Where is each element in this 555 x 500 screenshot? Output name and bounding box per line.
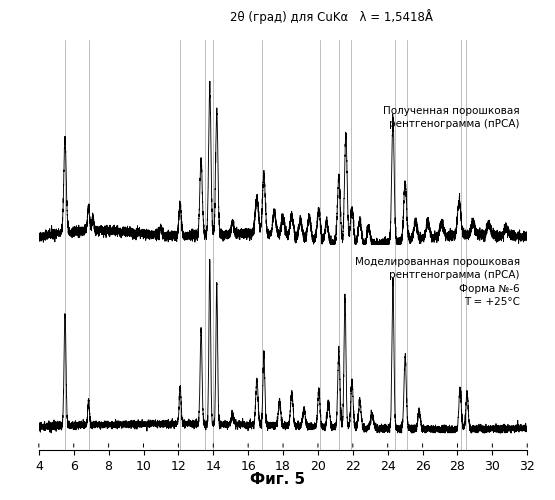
Text: Фиг. 5: Фиг. 5 <box>250 472 305 488</box>
Text: 2θ (град) для CuKα   λ = 1,5418Å: 2θ (град) для CuKα λ = 1,5418Å <box>230 8 433 24</box>
Text: Моделированная порошковая
рентгенограмма (пРСА)
Форма №-6
T = +25°C: Моделированная порошковая рентгенограмма… <box>355 258 520 307</box>
Text: Полученная порошковая
рентгенограмма (пРСА): Полученная порошковая рентгенограмма (пР… <box>384 106 520 129</box>
